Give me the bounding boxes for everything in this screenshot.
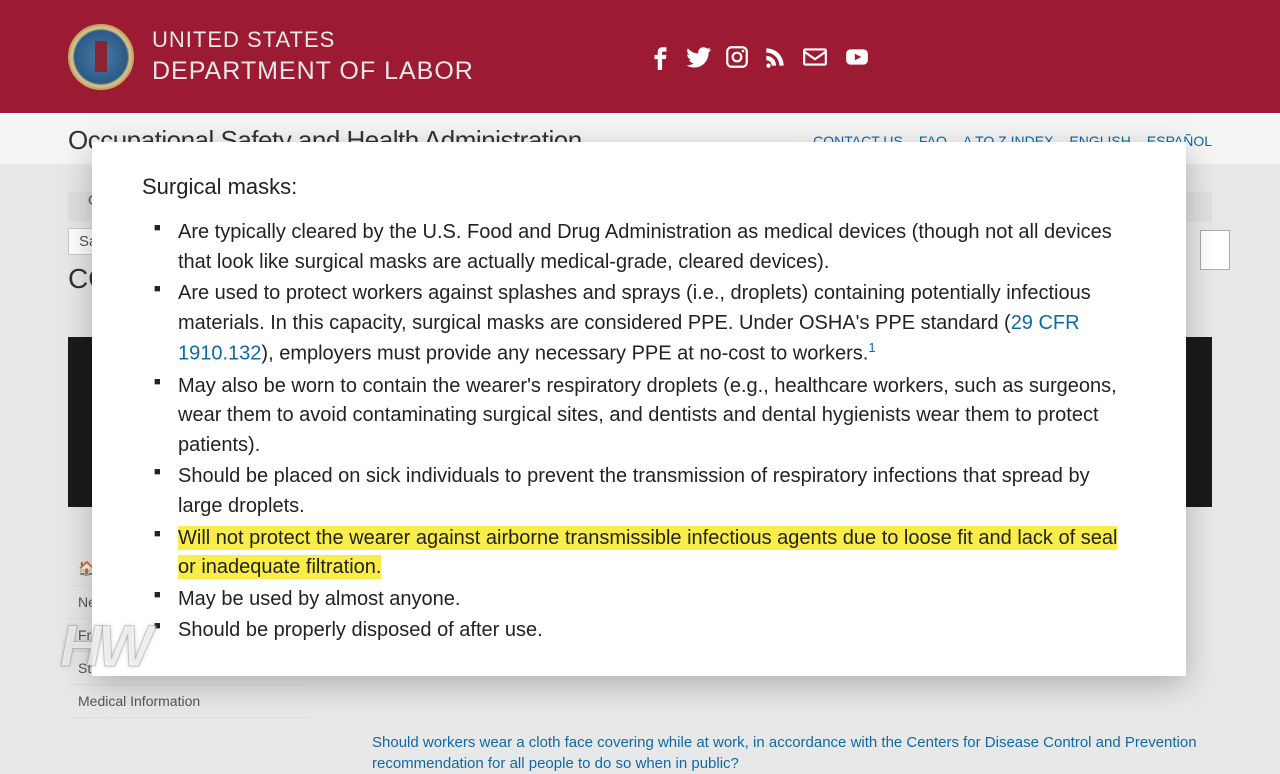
panel-heading: Surgical masks: — [142, 174, 1136, 200]
list-item: Should be properly disposed of after use… — [178, 616, 1136, 646]
list-item: Should be placed on sick individuals to … — [178, 462, 1136, 521]
search-box[interactable] — [1200, 230, 1230, 270]
overlay-panel: Surgical masks: Are typically cleared by… — [92, 142, 1186, 676]
twitter-icon[interactable] — [686, 44, 712, 70]
cfr-link[interactable]: 29 CFR 1910.132 — [178, 312, 1080, 365]
rss-icon[interactable] — [762, 44, 788, 70]
panel-list: Are typically cleared by the U.S. Food a… — [142, 218, 1136, 646]
facebook-icon[interactable] — [648, 44, 674, 70]
list-item: May also be worn to contain the wearer's… — [178, 372, 1136, 461]
list-item: Are typically cleared by the U.S. Food a… — [178, 218, 1136, 277]
department-title: UNITED STATES DEPARTMENT OF LABOR — [152, 26, 474, 87]
social-icons — [648, 44, 872, 70]
bottom-faq-link[interactable]: Should workers wear a cloth face coverin… — [372, 732, 1200, 774]
dol-seal-logo — [68, 24, 134, 90]
list-item: Will not protect the wearer against airb… — [178, 524, 1136, 583]
dept-line1: UNITED STATES — [152, 26, 474, 55]
email-icon[interactable] — [800, 44, 830, 70]
dept-line2: DEPARTMENT OF LABOR — [152, 55, 474, 88]
list-item: May be used by almost anyone. — [178, 585, 1136, 615]
list-item: Are used to protect workers against spla… — [178, 279, 1136, 369]
sidebar-item[interactable]: Medical Information — [68, 685, 308, 718]
instagram-icon[interactable] — [724, 44, 750, 70]
youtube-icon[interactable] — [842, 44, 872, 70]
hw-watermark: HW — [60, 613, 149, 680]
header-bar: UNITED STATES DEPARTMENT OF LABOR — [0, 0, 1280, 113]
